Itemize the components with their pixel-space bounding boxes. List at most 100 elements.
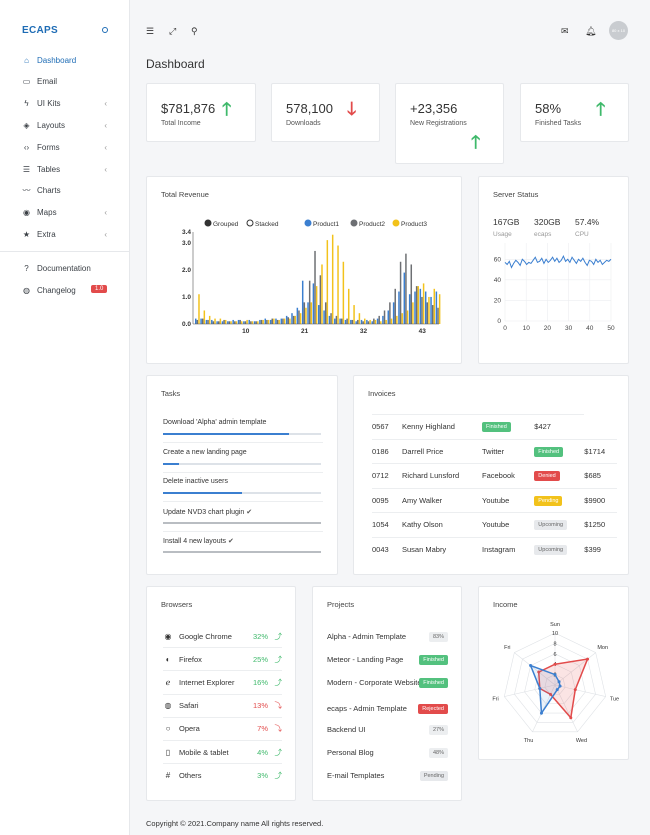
bar-product2[interactable] bbox=[314, 250, 316, 324]
bar-product1[interactable] bbox=[285, 315, 288, 324]
bar-product1[interactable] bbox=[312, 283, 315, 324]
bar-product1[interactable] bbox=[371, 321, 373, 324]
list-item[interactable]: E-mail Templates Pending bbox=[327, 764, 448, 787]
bar-product2[interactable] bbox=[298, 310, 300, 324]
bar-product1[interactable] bbox=[264, 318, 267, 324]
bar-product3[interactable] bbox=[251, 321, 254, 324]
bar-product1[interactable] bbox=[318, 305, 320, 324]
list-item[interactable]: ▯ Mobile & tablet 4% ⤴ bbox=[163, 741, 282, 765]
table-row[interactable]: 1054 Kathy Olson Youtube Upcoming $1250 bbox=[372, 512, 617, 537]
bar-product1[interactable] bbox=[227, 321, 229, 324]
radar-point[interactable] bbox=[557, 680, 561, 684]
bar-product3[interactable] bbox=[278, 319, 280, 324]
bar-product1[interactable] bbox=[237, 319, 240, 324]
bar-product3[interactable] bbox=[385, 319, 387, 324]
sidebar-item-documentation[interactable]: ? Documentation bbox=[0, 258, 129, 278]
bar-product3[interactable] bbox=[267, 319, 270, 324]
bar-product3[interactable] bbox=[374, 319, 377, 324]
sidebar-item-layouts[interactable]: ◈ Layouts ‹ bbox=[0, 115, 129, 135]
bar-product2[interactable] bbox=[276, 319, 279, 324]
bar-product2[interactable] bbox=[367, 321, 370, 324]
bar-product1[interactable] bbox=[355, 321, 357, 324]
radar-point[interactable] bbox=[555, 688, 559, 692]
sidebar-item-dashboard[interactable]: ⌂ Dashboard bbox=[0, 50, 129, 70]
list-item[interactable]: ecaps - Admin Template Rejected bbox=[327, 697, 448, 720]
sidebar-item-charts[interactable]: 〰 Charts bbox=[0, 181, 129, 201]
bar-product2[interactable] bbox=[437, 307, 439, 324]
bar-product3[interactable] bbox=[310, 302, 313, 324]
bar-product1[interactable] bbox=[334, 318, 336, 324]
task-item[interactable]: Delete inactive users bbox=[163, 478, 323, 494]
bar-product2[interactable] bbox=[362, 321, 364, 324]
bar-product1[interactable] bbox=[414, 291, 416, 324]
bar-product2[interactable] bbox=[292, 315, 295, 324]
bar-product2[interactable] bbox=[308, 280, 311, 324]
search-icon[interactable]: ⚲ bbox=[191, 26, 198, 36]
bar-product2[interactable] bbox=[271, 318, 273, 324]
bar-product3[interactable] bbox=[390, 318, 393, 324]
bar-product3[interactable] bbox=[273, 318, 275, 324]
bar-product1[interactable] bbox=[430, 296, 432, 324]
bar-product2[interactable] bbox=[351, 319, 354, 324]
bar-product1[interactable] bbox=[280, 318, 283, 324]
bar-product2[interactable] bbox=[255, 321, 257, 324]
bar-product1[interactable] bbox=[211, 319, 213, 324]
bar-product2[interactable] bbox=[357, 319, 359, 324]
bar-product2[interactable] bbox=[207, 319, 209, 324]
bar-product2[interactable] bbox=[431, 305, 434, 324]
bar-product2[interactable] bbox=[228, 321, 231, 324]
bar-product3[interactable] bbox=[294, 315, 296, 324]
bar-product3[interactable] bbox=[428, 296, 430, 324]
bar-product3[interactable] bbox=[262, 319, 264, 324]
table-row[interactable]: 0712 Richard Lunsford Facebook Denied $685 bbox=[372, 463, 617, 488]
radar-point[interactable] bbox=[586, 657, 590, 661]
bar-product3[interactable] bbox=[224, 319, 227, 324]
legend-product2[interactable]: Product2 bbox=[359, 221, 385, 228]
bar-product1[interactable] bbox=[424, 291, 427, 324]
bar-product3[interactable] bbox=[299, 313, 302, 324]
table-row[interactable]: 0186 Darrell Price Twitter Finished $1714 bbox=[372, 438, 617, 464]
bar-product2[interactable] bbox=[421, 296, 423, 324]
bar-product3[interactable] bbox=[364, 318, 366, 324]
bar-product3[interactable] bbox=[257, 321, 259, 324]
avatar[interactable]: 80 x 10 bbox=[609, 21, 628, 40]
bar-product2[interactable] bbox=[335, 315, 338, 324]
bar-product2[interactable] bbox=[234, 321, 236, 324]
sidebar-item-maps[interactable]: ◉ Maps ‹ bbox=[0, 203, 129, 223]
list-item[interactable]: Modern - Corporate Website Finished bbox=[327, 671, 448, 694]
radar-point[interactable] bbox=[537, 670, 541, 674]
legend-product1-marker[interactable] bbox=[304, 219, 312, 227]
bar-product1[interactable] bbox=[419, 288, 422, 324]
bar-product1[interactable] bbox=[195, 318, 197, 324]
radar-point[interactable] bbox=[553, 673, 557, 677]
bell-icon[interactable]: 🔔︎ bbox=[585, 26, 597, 36]
bar-product3[interactable] bbox=[321, 264, 323, 324]
bar-product3[interactable] bbox=[337, 245, 339, 324]
bar-product1[interactable] bbox=[350, 319, 352, 324]
task-item[interactable]: Update NVD3 chart plugin ✔ bbox=[163, 508, 323, 524]
bar-product3[interactable] bbox=[438, 294, 441, 324]
bar-product2[interactable] bbox=[319, 275, 322, 324]
bar-product3[interactable] bbox=[353, 305, 355, 324]
bar-product3[interactable] bbox=[235, 321, 238, 324]
bar-product1[interactable] bbox=[339, 318, 341, 324]
sidebar-item-ui-kits[interactable]: ϟ UI Kits ‹ bbox=[0, 94, 129, 114]
bar-product2[interactable] bbox=[399, 261, 402, 324]
task-item[interactable]: Install 4 new layouts ✔ bbox=[163, 537, 323, 553]
fullscreen-icon[interactable]: ⤢ bbox=[169, 26, 177, 36]
bar-product2[interactable] bbox=[426, 302, 429, 324]
list-item[interactable]: ◉ Google Chrome 32% ⤴ bbox=[163, 625, 282, 649]
bar-product1[interactable] bbox=[387, 310, 390, 324]
bar-product2[interactable] bbox=[405, 253, 407, 324]
bar-product1[interactable] bbox=[221, 321, 224, 324]
sidebar-item-changelog[interactable]: ◍ Changelog bbox=[0, 280, 129, 300]
radar-point[interactable] bbox=[558, 684, 562, 688]
legend-product3[interactable]: Product3 bbox=[401, 221, 427, 228]
bar-product3[interactable] bbox=[283, 318, 286, 324]
bar-product2[interactable] bbox=[303, 302, 306, 324]
bar-product1[interactable] bbox=[275, 318, 277, 324]
bar-product1[interactable] bbox=[216, 321, 218, 324]
list-item[interactable]: ○ Opera 7% ⤵ bbox=[163, 718, 282, 741]
bar-product1[interactable] bbox=[435, 291, 438, 324]
bar-product2[interactable] bbox=[346, 318, 348, 324]
